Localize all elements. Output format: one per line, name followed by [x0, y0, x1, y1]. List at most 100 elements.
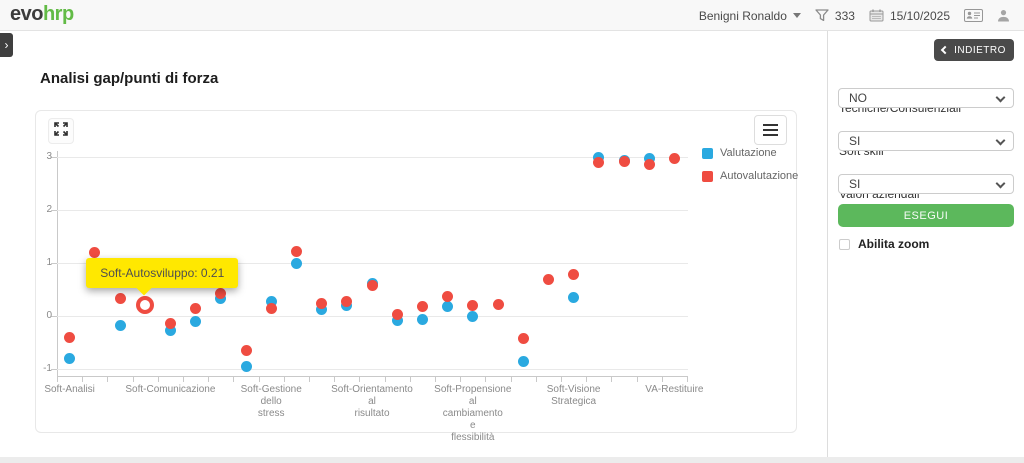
tooltip-pointer: [135, 278, 153, 296]
date-group[interactable]: 15/10/2025: [869, 9, 950, 23]
id-card-icon[interactable]: [964, 9, 983, 22]
data-point-autovalutazione[interactable]: [492, 298, 504, 310]
x-axis-tick: [233, 377, 235, 382]
logo-text-hrp: hrp: [42, 3, 74, 25]
app-logo[interactable]: evohrp: [10, 3, 74, 26]
x-axis-tick: [510, 377, 512, 382]
chart-legend: Valutazione Autovalutazione: [702, 147, 798, 193]
data-point-autovalutazione[interactable]: [114, 293, 126, 304]
select-valori[interactable]: SI: [838, 174, 1014, 194]
data-point-autovalutazione[interactable]: [265, 303, 277, 315]
data-point-autovalutazione[interactable]: [467, 300, 479, 312]
y-axis-tick: [51, 157, 57, 158]
x-axis-tick: [485, 377, 487, 382]
x-axis-category-label: Soft-Comunicazione: [125, 384, 216, 395]
data-point-autovalutazione[interactable]: [618, 156, 630, 168]
chart-menu-button[interactable]: [754, 115, 787, 145]
data-point-autovalutazione[interactable]: [215, 288, 227, 300]
data-point-autovalutazione[interactable]: [517, 333, 529, 345]
calendar-icon: [869, 9, 884, 22]
data-point-autovalutazione[interactable]: [593, 157, 605, 169]
data-point-autovalutazione[interactable]: [290, 245, 302, 257]
data-point-autovalutazione[interactable]: [416, 300, 428, 312]
data-point-valutazione[interactable]: [64, 352, 76, 364]
user-profile-icon[interactable]: [997, 9, 1010, 22]
data-point-autovalutazione[interactable]: [164, 317, 176, 329]
chevron-down-icon: [995, 135, 1006, 146]
data-point-valutazione[interactable]: [467, 310, 479, 322]
footer-strip: [0, 457, 1024, 463]
x-axis-tick: [409, 377, 411, 382]
x-axis-tick: [661, 377, 663, 382]
filters-sidebar: INDIETRO Tecniche/Consulenziali NO Soft …: [827, 31, 1024, 463]
x-axis-tick: [384, 377, 386, 382]
x-axis-tick: [82, 377, 84, 382]
gridline: [57, 316, 688, 317]
enable-zoom-checkbox[interactable]: [839, 238, 850, 250]
data-point-valutazione[interactable]: [164, 325, 176, 337]
filter-group[interactable]: 333: [815, 9, 855, 23]
data-point-autovalutazione[interactable]: [240, 344, 252, 356]
x-axis-tick: [687, 377, 688, 382]
data-point-valutazione[interactable]: [316, 304, 328, 316]
data-point-valutazione[interactable]: [593, 151, 605, 163]
data-point-autovalutazione[interactable]: [442, 290, 454, 302]
data-point-autovalutazione[interactable]: [668, 153, 680, 165]
user-name: Benigni Ronaldo: [698, 8, 787, 23]
legend-item-autovalutazione[interactable]: Autovalutazione: [702, 170, 798, 182]
data-point-autovalutazione[interactable]: [366, 279, 378, 291]
legend-label: Autovalutazione: [720, 170, 799, 182]
gridline: [57, 157, 688, 158]
fullscreen-button[interactable]: [48, 118, 74, 144]
select-softskill[interactable]: SI: [838, 131, 1014, 151]
data-point-valutazione[interactable]: [114, 319, 126, 331]
y-axis-tick: [51, 369, 57, 370]
chevron-down-icon: [792, 13, 801, 18]
legend-item-valutazione[interactable]: Valutazione: [702, 147, 798, 159]
data-point-autovalutazione[interactable]: [64, 331, 76, 343]
data-point-autovalutazione[interactable]: [316, 297, 328, 309]
back-button[interactable]: INDIETRO: [934, 39, 1014, 61]
data-point-valutazione[interactable]: [643, 153, 655, 165]
x-axis-tick: [359, 377, 361, 382]
data-point-autovalutazione[interactable]: [89, 246, 101, 258]
tooltip-text: Soft-Autosviluppo: 0.21: [100, 265, 225, 280]
x-axis-tick: [435, 377, 436, 382]
data-point-valutazione[interactable]: [290, 257, 302, 269]
data-point-valutazione[interactable]: [442, 301, 454, 313]
select-value: NO: [849, 91, 867, 105]
x-axis-line: [57, 376, 688, 377]
data-point-valutazione[interactable]: [190, 316, 202, 328]
hovered-data-point[interactable]: [136, 295, 155, 314]
x-axis-tick: [586, 377, 588, 382]
x-axis-tick: [283, 377, 285, 382]
gridline: [57, 210, 688, 211]
data-point-valutazione[interactable]: [240, 360, 252, 372]
topbar-right-cluster: Benigni Ronaldo 333 15/10/2025: [699, 0, 1010, 31]
data-point-autovalutazione[interactable]: [190, 303, 202, 315]
chevron-down-icon: [995, 178, 1006, 189]
data-point-valutazione[interactable]: [517, 356, 529, 368]
user-menu[interactable]: Benigni Ronaldo: [699, 9, 801, 23]
select-tecniche[interactable]: NO: [838, 88, 1014, 108]
left-panel-toggle[interactable]: ›: [0, 33, 13, 57]
data-point-autovalutazione[interactable]: [391, 308, 403, 320]
y-axis-tick-label: 2: [46, 204, 52, 215]
x-axis-tick: [132, 377, 134, 382]
data-point-valutazione[interactable]: [416, 314, 428, 326]
data-point-valutazione[interactable]: [568, 292, 580, 304]
enable-zoom-label: Abilita zoom: [858, 237, 930, 251]
execute-button[interactable]: ESEGUI: [838, 204, 1014, 227]
data-point-valutazione[interactable]: [391, 314, 403, 326]
data-point-autovalutazione[interactable]: [568, 268, 580, 280]
x-axis-tick: [460, 377, 462, 382]
x-axis-category-label: Soft-Visione Strategica: [546, 384, 601, 407]
data-point-autovalutazione[interactable]: [542, 274, 554, 286]
chart-plot[interactable]: Soft-Autosviluppo: 0.21 -1 0 1 2 3 Soft-Anali…: [36, 111, 798, 443]
chart-tooltip: Soft-Autosviluppo: 0.21: [86, 257, 239, 296]
data-point-autovalutazione[interactable]: [643, 158, 655, 170]
current-date: 15/10/2025: [889, 8, 950, 23]
gridline: [57, 369, 688, 370]
data-point-valutazione[interactable]: [265, 295, 277, 307]
data-point-autovalutazione[interactable]: [341, 295, 353, 307]
